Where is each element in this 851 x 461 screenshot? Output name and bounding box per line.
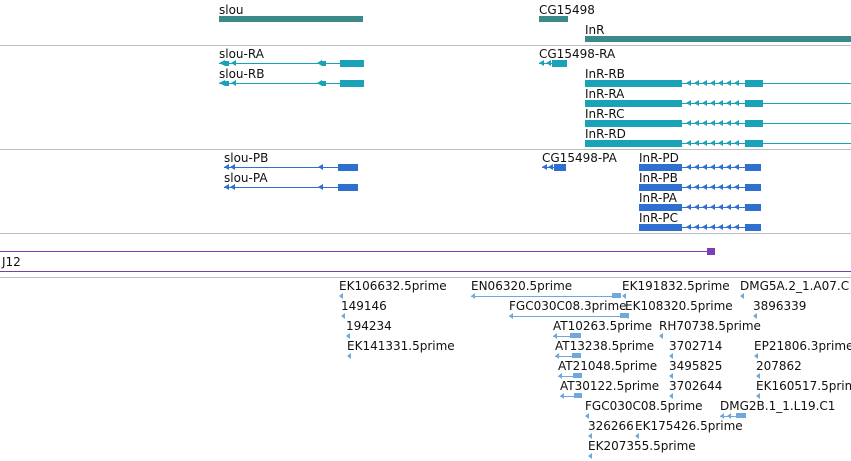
gene-label-slou: slou [219,3,244,17]
est-feature[interactable] [588,433,592,439]
est-feature[interactable] [588,453,592,459]
transcript-label-slou-rb: slou-RB [219,67,265,81]
track-separator [0,233,851,234]
est-label: EK175426.5prime [635,419,743,433]
est-feature[interactable] [659,333,663,339]
transcript-label-cg15498-ra: CG15498-RA [539,47,616,61]
est-label: AT13238.5prime [555,339,655,353]
transposon-span-line [0,271,851,272]
est-label: EK160517.5prime [756,379,851,393]
protein-label-inr-pd: InR-PD [639,151,679,165]
protein-label-cg15498-pa: CG15498-PA [542,151,617,165]
protein-label-inr-pb: InR-PB [639,171,678,185]
transposon-label-j12: J12 [2,255,21,269]
transcript-label-inr-rc: InR-RC [585,107,625,121]
est-label: 207862 [756,359,802,373]
gene-track: slou CG15498 InR [0,0,851,45]
track-separator [0,45,851,46]
est-feature[interactable] [635,433,639,439]
est-feature[interactable] [669,393,673,399]
est-feature[interactable] [756,373,760,379]
est-label: AT30122.5prime [560,379,660,393]
est-label: 149146 [341,299,387,313]
transcript-track: slou-RA slou-RB CG15498-RA [0,46,851,149]
est-label: EK191832.5prime [622,279,730,293]
gene-label-cg15498: CG15498 [539,3,595,17]
est-label: EK108320.5prime [625,299,733,313]
est-feature[interactable] [753,313,757,319]
est-feature[interactable] [347,353,351,359]
gene-label-inr: InR [585,23,605,37]
est-feature[interactable] [339,293,343,299]
est-feature[interactable] [625,313,629,319]
est-feature[interactable] [756,393,760,399]
est-label: DMG2B.1_1.L19.C1 [720,399,836,413]
track-separator [0,149,851,150]
track-separator [0,277,851,278]
transposon-track: J12 [0,234,851,274]
est-feature[interactable] [622,293,626,299]
protein-label-inr-pa: InR-PA [639,191,678,205]
est-label: EP21806.3prime [754,339,851,353]
protein-label-slou-pa: slou-PA [224,171,268,185]
est-feature[interactable] [346,333,350,339]
est-label: EK141331.5prime [347,339,455,353]
est-label: 3495825 [669,359,723,373]
gene-feature-cg15498[interactable] [539,16,568,22]
est-label: 326266 [588,419,634,433]
est-feature[interactable] [669,373,673,379]
gene-feature-inr[interactable] [585,36,851,42]
transcript-label-slou-ra: slou-RA [219,47,264,61]
est-label: FGC030C08.5prime [585,399,703,413]
est-feature[interactable] [341,313,345,319]
gene-feature-slou[interactable] [219,16,363,22]
transcript-label-inr-rb: InR-RB [585,67,625,81]
est-feature[interactable] [740,293,744,299]
est-label: 194234 [346,319,392,333]
est-label: 3702714 [669,339,723,353]
protein-label-inr-pc: InR-PC [639,211,678,225]
est-feature[interactable] [585,413,589,419]
est-label: 3896339 [753,299,807,313]
protein-label-slou-pb: slou-PB [224,151,269,165]
transcript-label-inr-rd: InR-RD [585,127,626,141]
est-feature[interactable] [754,353,758,359]
est-track: EK106632.5prime 149146 194234 EK141331.5… [0,278,851,461]
est-label: DMG5A.2_1.A07.C [740,279,850,293]
est-feature[interactable] [669,353,673,359]
est-label: AT21048.5prime [558,359,658,373]
est-label: RH70738.5prime [659,319,761,333]
est-label: EK106632.5prime [339,279,447,293]
est-label: FGC030C08.3prime [509,299,627,313]
est-label: 3702644 [669,379,723,393]
protein-track: slou-PB slou-PA CG15498-PA InR-PD [0,150,851,233]
est-label: AT10263.5prime [553,319,653,333]
est-label: EN06320.5prime [471,279,573,293]
est-label: EK207355.5prime [588,439,696,453]
transcript-label-inr-ra: InR-RA [585,87,625,101]
